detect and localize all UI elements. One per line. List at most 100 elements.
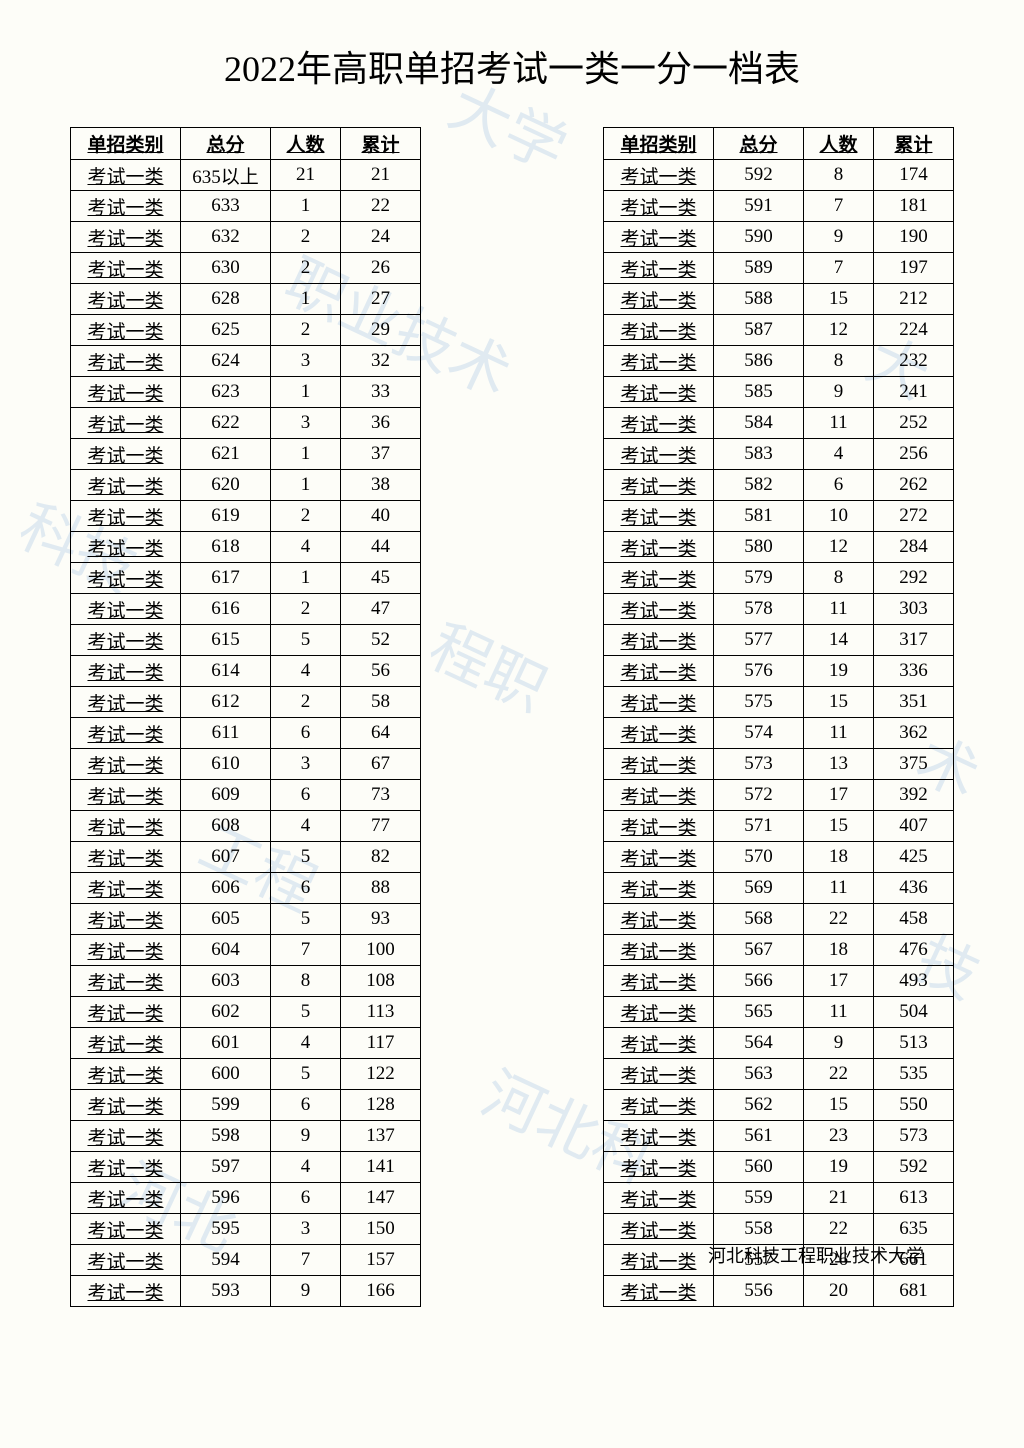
cell-category: 考试一类 (604, 780, 714, 811)
cell-count: 1 (271, 563, 341, 594)
cell-category: 考试一类 (71, 532, 181, 563)
header-count: 人数 (271, 128, 341, 160)
cell-count: 1 (271, 191, 341, 222)
table-row: 考试一类628127 (71, 284, 421, 315)
cell-category: 考试一类 (604, 284, 714, 315)
cell-score: 614 (181, 656, 271, 687)
table-row: 考试一类55726661 (604, 1245, 954, 1276)
cell-score: 566 (714, 966, 804, 997)
cell-cumulative: 108 (341, 966, 421, 997)
cell-count: 17 (804, 780, 874, 811)
cell-count: 18 (804, 842, 874, 873)
table-row: 考试一类5834256 (604, 439, 954, 470)
cell-cumulative: 113 (341, 997, 421, 1028)
cell-cumulative: 272 (874, 501, 954, 532)
cell-count: 2 (271, 594, 341, 625)
header-cumulative: 累计 (341, 128, 421, 160)
cell-score: 583 (714, 439, 804, 470)
table-row: 考试一类622336 (71, 408, 421, 439)
cell-category: 考试一类 (71, 780, 181, 811)
table-row: 考试一类5798292 (604, 563, 954, 594)
cell-category: 考试一类 (604, 842, 714, 873)
cell-score: 610 (181, 749, 271, 780)
cell-cumulative: 137 (341, 1121, 421, 1152)
cell-cumulative: 661 (874, 1245, 954, 1276)
table-row: 考试一类607582 (71, 842, 421, 873)
cell-cumulative: 504 (874, 997, 954, 1028)
table-row: 考试一类5947157 (71, 1245, 421, 1276)
cell-score: 586 (714, 346, 804, 377)
cell-cumulative: 64 (341, 718, 421, 749)
cell-category: 考试一类 (604, 346, 714, 377)
cell-category: 考试一类 (71, 160, 181, 191)
cell-count: 11 (804, 997, 874, 1028)
cell-category: 考试一类 (604, 563, 714, 594)
cell-score: 599 (181, 1090, 271, 1121)
cell-count: 12 (804, 532, 874, 563)
cell-category: 考试一类 (71, 1152, 181, 1183)
cell-score: 632 (181, 222, 271, 253)
cell-count: 13 (804, 749, 874, 780)
table-row: 考试一类57515351 (604, 687, 954, 718)
table-row: 考试一类6025113 (71, 997, 421, 1028)
cell-cumulative: 476 (874, 935, 954, 966)
cell-score: 604 (181, 935, 271, 966)
table-row: 考试一类624332 (71, 346, 421, 377)
cell-score: 573 (714, 749, 804, 780)
cell-cumulative: 21 (341, 160, 421, 191)
cell-cumulative: 24 (341, 222, 421, 253)
table-row: 考试一类57619336 (604, 656, 954, 687)
cell-category: 考试一类 (71, 594, 181, 625)
cell-category: 考试一类 (604, 904, 714, 935)
table-row: 考试一类5909190 (604, 222, 954, 253)
cell-score: 624 (181, 346, 271, 377)
cell-cumulative: 292 (874, 563, 954, 594)
cell-cumulative: 535 (874, 1059, 954, 1090)
cell-category: 考试一类 (71, 997, 181, 1028)
table-row: 考试一类5953150 (71, 1214, 421, 1245)
cell-score: 577 (714, 625, 804, 656)
header-category: 单招类别 (71, 128, 181, 160)
cell-cumulative: 56 (341, 656, 421, 687)
cell-count: 15 (804, 1090, 874, 1121)
cell-cumulative: 73 (341, 780, 421, 811)
cell-score: 598 (181, 1121, 271, 1152)
cell-count: 3 (271, 1214, 341, 1245)
cell-category: 考试一类 (604, 966, 714, 997)
table-row: 考试一类5974141 (71, 1152, 421, 1183)
cell-count: 11 (804, 594, 874, 625)
table-row: 考试一类618444 (71, 532, 421, 563)
cell-score: 582 (714, 470, 804, 501)
cell-score: 609 (181, 780, 271, 811)
cell-cumulative: 33 (341, 377, 421, 408)
cell-count: 2 (271, 222, 341, 253)
table-row: 考试一类56322535 (604, 1059, 954, 1090)
cell-count: 21 (804, 1183, 874, 1214)
cell-score: 589 (714, 253, 804, 284)
cell-score: 579 (714, 563, 804, 594)
cell-count: 4 (271, 811, 341, 842)
cell-cumulative: 100 (341, 935, 421, 966)
cell-cumulative: 36 (341, 408, 421, 439)
cell-category: 考试一类 (604, 873, 714, 904)
cell-score: 593 (181, 1276, 271, 1307)
cell-score: 625 (181, 315, 271, 346)
cell-score: 600 (181, 1059, 271, 1090)
cell-category: 考试一类 (71, 439, 181, 470)
cell-count: 15 (804, 811, 874, 842)
table-row: 考试一类56911436 (604, 873, 954, 904)
cell-score: 618 (181, 532, 271, 563)
cell-count: 3 (271, 749, 341, 780)
table-row: 考试一类5939166 (71, 1276, 421, 1307)
tables-container: 单招类别 总分 人数 累计 考试一类635以上2121考试一类633122考试一… (70, 127, 954, 1307)
cell-cumulative: 436 (874, 873, 954, 904)
cell-score: 603 (181, 966, 271, 997)
cell-count: 15 (804, 284, 874, 315)
cell-cumulative: 27 (341, 284, 421, 315)
cell-category: 考试一类 (604, 408, 714, 439)
cell-score: 596 (181, 1183, 271, 1214)
cell-category: 考试一类 (71, 253, 181, 284)
cell-score: 612 (181, 687, 271, 718)
cell-cumulative: 45 (341, 563, 421, 594)
cell-cumulative: 29 (341, 315, 421, 346)
